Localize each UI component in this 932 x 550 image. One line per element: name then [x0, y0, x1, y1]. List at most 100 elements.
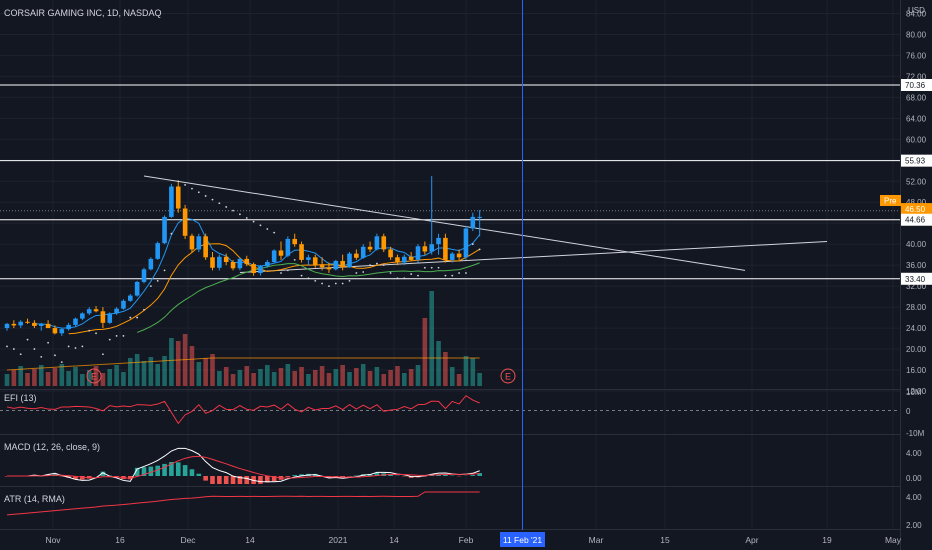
- candle: [395, 254, 400, 266]
- sar-dot: [54, 354, 56, 357]
- candle: [381, 233, 387, 253]
- level-label-bg: [901, 213, 932, 226]
- volume-bars: [4, 291, 482, 386]
- volume-bar: [333, 369, 339, 386]
- sar-dot: [403, 277, 406, 280]
- sar-dot: [163, 269, 166, 272]
- macd-bar: [162, 463, 167, 476]
- sar-dot: [314, 279, 317, 282]
- time-label: Dec: [180, 535, 196, 545]
- parabolic-sar: [6, 180, 481, 364]
- candle: [128, 293, 133, 302]
- volume-bar: [217, 371, 222, 386]
- price-tick-label: 16.00: [906, 366, 927, 375]
- volume-bar: [244, 366, 250, 386]
- volume-bar: [443, 352, 448, 386]
- price-tick-label: 64.00: [906, 114, 927, 123]
- svg-text:11 Feb '21: 11 Feb '21: [503, 535, 543, 545]
- efi-pane-title[interactable]: EFI (13): [4, 393, 37, 403]
- candle: [265, 259, 270, 268]
- level-label: 70.36: [905, 81, 926, 90]
- level-label: 46.50: [905, 205, 926, 214]
- volume-bar: [121, 372, 126, 386]
- price-tick-label: 68.00: [906, 93, 927, 102]
- level-label-bg: [901, 79, 932, 92]
- earnings-marker-1[interactable]: E: [86, 368, 102, 384]
- sar-dot: [293, 259, 296, 261]
- candle: [443, 233, 448, 263]
- atr-pane-title[interactable]: ATR (14, RMA): [4, 494, 65, 504]
- sar-dot: [389, 272, 392, 274]
- macd-bar: [169, 462, 174, 476]
- sar-dot: [458, 272, 460, 274]
- volume-bar: [299, 367, 304, 386]
- volume-bar: [449, 367, 455, 386]
- candle: [388, 246, 393, 260]
- macd-bar: [175, 462, 181, 476]
- volume-bar: [155, 364, 160, 386]
- price-tick-label: 12.00: [906, 387, 927, 396]
- price-tick-label: 36.00: [906, 261, 927, 270]
- candle: [354, 249, 359, 260]
- price-tick-label: 32.00: [906, 282, 927, 291]
- macd-pane-title[interactable]: MACD (12, 26, close, 9): [4, 442, 100, 452]
- candle: [340, 254, 345, 271]
- candle: [326, 262, 332, 274]
- sar-dot: [341, 282, 344, 285]
- volume-bar: [347, 372, 352, 386]
- sar-dot: [149, 285, 152, 288]
- sar-dot: [26, 338, 29, 341]
- sar-dot: [191, 187, 193, 190]
- currency-label: USD: [908, 6, 925, 15]
- sar-dot: [280, 272, 282, 274]
- macd-bar: [100, 471, 106, 476]
- macd-bar: [155, 465, 160, 476]
- price-tick-label: 72.00: [906, 72, 927, 81]
- volume-bar: [4, 374, 10, 386]
- volume-bar: [354, 368, 359, 386]
- time-label: 14: [389, 535, 399, 545]
- volume-bar: [360, 364, 366, 386]
- volume-bar: [93, 366, 99, 386]
- macd-axis-label: 0.00: [906, 474, 922, 483]
- sar-dot: [67, 345, 70, 348]
- volume-bar: [422, 318, 428, 386]
- volume-bar: [223, 367, 229, 386]
- sar-dot: [369, 264, 371, 267]
- macd-bar: [210, 476, 215, 484]
- macd-bar: [477, 473, 482, 476]
- candle: [148, 257, 154, 271]
- volume-bar: [141, 361, 147, 386]
- candle: [456, 249, 462, 260]
- macd-bar: [4, 476, 10, 477]
- macd-bar: [223, 476, 229, 484]
- macd-bar: [443, 474, 448, 476]
- sar-dot: [245, 217, 248, 219]
- volume-bar: [285, 364, 291, 386]
- macd-bar: [374, 472, 380, 476]
- volume-bar: [429, 291, 434, 386]
- sar-dot: [225, 206, 228, 208]
- sar-dot: [478, 248, 481, 251]
- sar-dot: [108, 338, 111, 341]
- sar-dot: [122, 335, 125, 337]
- time-axis-labels[interactable]: Nov 16 Dec 14 2021 14 Feb Mar 15 Apr 19 May: [45, 535, 901, 545]
- volume-bar: [210, 354, 215, 386]
- volume-bar: [175, 341, 181, 386]
- price-tick-label: 24.00: [906, 324, 927, 333]
- candle: [402, 254, 407, 266]
- sar-dot: [218, 202, 221, 205]
- earnings-marker-2[interactable]: E: [500, 368, 516, 384]
- volume-bar: [258, 369, 263, 386]
- horizontal-levels[interactable]: [0, 84, 900, 280]
- premarket-badge: Pre: [880, 195, 901, 206]
- trendline-upper[interactable]: [143, 175, 746, 271]
- candle: [251, 262, 256, 276]
- volume-bar: [374, 367, 380, 386]
- volume-bar: [306, 374, 311, 386]
- candle: [258, 265, 263, 276]
- volume-bar: [73, 367, 78, 386]
- volume-bar: [381, 374, 387, 386]
- macd-bar: [470, 475, 476, 476]
